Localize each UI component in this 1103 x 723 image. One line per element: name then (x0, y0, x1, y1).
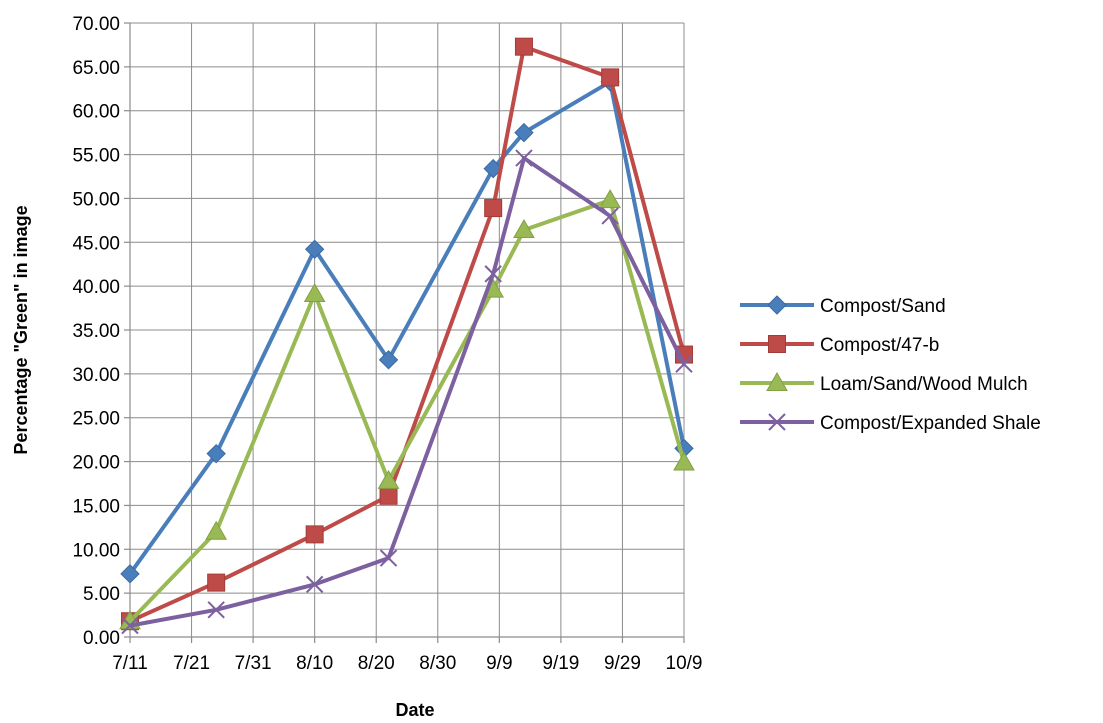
data-point (304, 239, 325, 260)
x-tick-label: 7/11 (112, 653, 148, 674)
data-point (120, 564, 140, 584)
y-tick-label: 5.00 (83, 584, 120, 605)
x-marker-stroke (121, 616, 139, 635)
series-line (129, 44, 686, 624)
x-tick-labels: 7/11 7/21 7/31 8/10 8/20 8/30 9/9 9/19 9/29 10/9 (112, 653, 702, 674)
data-point (515, 149, 533, 167)
data-point (205, 520, 228, 540)
series-lines (119, 37, 695, 635)
y-tick-label: 70.00 (72, 14, 120, 35)
series-line (129, 156, 686, 628)
data-point (121, 616, 139, 635)
y-axis-title: Percentage "Green" in image (11, 205, 31, 454)
data-point (601, 68, 620, 87)
y-tick-label: 0.00 (83, 628, 120, 649)
series-4 (121, 149, 693, 635)
series-1 (120, 72, 694, 584)
data-point (305, 525, 324, 544)
y-tick-labels: 0.00 5.00 10.00 15.00 20.00 25.00 30.00 35.00 40… (72, 14, 120, 649)
data-point (601, 207, 619, 225)
data-point (207, 573, 226, 592)
data-point (379, 486, 398, 505)
legend-entry: Loam/Sand/Wood Mulch (740, 371, 1028, 395)
legend-label: Compost/Expanded Shale (820, 413, 1041, 434)
data-point (305, 575, 324, 594)
series-3 (119, 189, 695, 630)
x-marker-stroke (515, 149, 533, 167)
data-point (513, 218, 535, 239)
y-tick-label: 50.00 (72, 189, 120, 210)
series-line (128, 198, 686, 623)
y-tick-label: 30.00 (72, 365, 120, 386)
legend-label: Loam/Sand/Wood Mulch (820, 374, 1028, 395)
x-tick-label: 9/19 (542, 653, 579, 674)
y-tick-label: 45.00 (72, 233, 120, 254)
data-point (379, 549, 398, 567)
legend-label: Compost/Sand (820, 296, 946, 317)
legend-marker (767, 295, 787, 315)
x-tick-label: 8/30 (419, 653, 456, 674)
x-tick-label: 9/29 (604, 653, 641, 674)
x-tick-label: 7/21 (173, 653, 210, 674)
y-tick-label: 25.00 (72, 409, 120, 430)
data-point (673, 451, 695, 471)
y-tick-label: 35.00 (72, 321, 120, 342)
x-tick-label: 8/20 (358, 653, 395, 674)
y-tick-label: 10.00 (72, 540, 120, 561)
x-tick-label: 8/10 (296, 653, 333, 674)
data-point (377, 469, 400, 489)
x-axis-title: Date (395, 700, 434, 720)
x-marker-stroke (305, 575, 324, 594)
data-point (207, 601, 225, 619)
data-point (599, 189, 621, 209)
legend-entry: Compost/Expanded Shale (740, 413, 1041, 434)
y-tick-label: 40.00 (72, 277, 120, 298)
legend-marker (768, 335, 786, 353)
axes (124, 22, 685, 643)
data-point (206, 443, 226, 464)
x-tick-label: 9/9 (486, 653, 512, 674)
x-marker-stroke (768, 413, 786, 431)
grid-lines (129, 22, 685, 638)
legend-marker (768, 413, 786, 431)
x-marker-stroke (379, 549, 398, 567)
y-tick-label: 65.00 (72, 58, 120, 79)
x-marker-stroke (484, 265, 502, 283)
data-point (378, 350, 399, 370)
data-point (484, 199, 503, 218)
data-point (484, 265, 502, 283)
x-marker-stroke (207, 601, 225, 619)
data-point (514, 122, 534, 143)
series-2 (121, 37, 693, 631)
data-point (303, 283, 326, 303)
x-marker-stroke (601, 207, 619, 225)
x-tick-label: 10/9 (666, 653, 703, 674)
data-point (514, 37, 533, 56)
legend-marker (766, 371, 788, 391)
legend: Compost/Sand Compost/47-b Loam/Sand/Wood M… (740, 295, 1041, 434)
legend-entry: Compost/47-b (740, 335, 939, 356)
y-tick-label: 55.00 (72, 146, 120, 167)
y-tick-label: 20.00 (72, 453, 120, 474)
y-tick-label: 60.00 (72, 102, 120, 123)
legend-label: Compost/47-b (820, 335, 939, 356)
data-point (675, 355, 693, 373)
series-line (128, 79, 686, 575)
legend-entry: Compost/Sand (740, 295, 946, 317)
x-marker-stroke (675, 355, 693, 373)
x-tick-label: 7/31 (235, 653, 272, 674)
data-point (483, 158, 503, 179)
y-tick-label: 15.00 (72, 496, 120, 517)
